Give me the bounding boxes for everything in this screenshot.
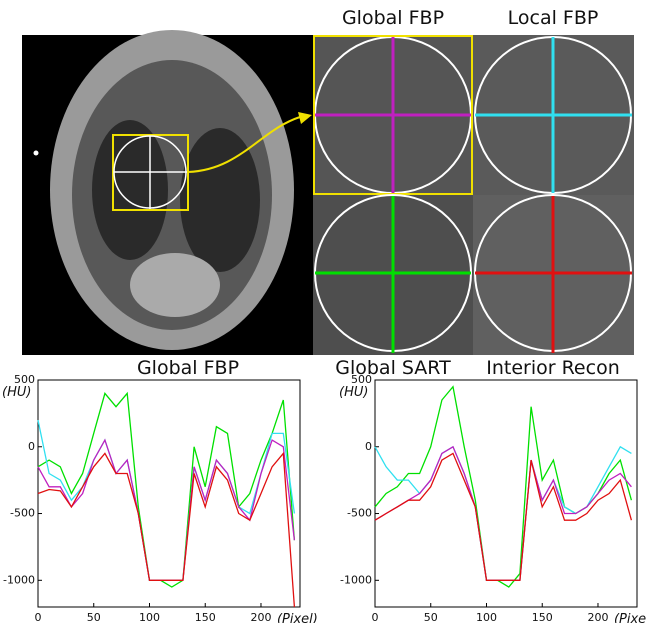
x-axis-label: (Pixel) (614, 612, 646, 623)
y-axis-label: (HU) (2, 385, 31, 400)
y-tick-label: 0 (28, 440, 35, 453)
y-tick-label: -1000 (3, 573, 35, 586)
x-tick-label: 50 (424, 611, 438, 623)
series-line (375, 453, 631, 580)
panel-label: Interior Recon (486, 357, 620, 379)
y-tick-label: -1000 (340, 573, 372, 586)
panel-interior-recon (473, 195, 634, 355)
y-tick-label: 0 (365, 440, 372, 453)
x-tick-label: 200 (587, 611, 608, 623)
figure: Global FBP Local FBP Global FBP Global S… (0, 0, 646, 623)
x-tick-label: 100 (476, 611, 497, 623)
panel-label: Global FBP (342, 7, 444, 29)
page: {"images": {"labels": ["Global FBP", "Lo… (0, 0, 646, 623)
series-line (375, 447, 631, 581)
y-tick-label: -500 (347, 507, 372, 520)
series-line (38, 440, 294, 580)
y-axis-label: (HU) (339, 385, 368, 400)
x-tick-label: 100 (139, 611, 160, 623)
ct-image (22, 30, 313, 355)
x-axis-label: (Pixel) (277, 612, 318, 623)
x-tick-label: 0 (35, 611, 42, 623)
panel-label: Global FBP (137, 357, 239, 379)
panel-global-fbp (313, 35, 473, 195)
x-tick-label: 50 (87, 611, 101, 623)
x-tick-label: 0 (372, 611, 379, 623)
x-tick-label: 200 (250, 611, 271, 623)
x-tick-label: 150 (195, 611, 216, 623)
x-tick-label: 150 (532, 611, 553, 623)
panel-local-fbp (473, 35, 634, 195)
panel-label: Local FBP (508, 7, 599, 29)
series-line (375, 447, 631, 581)
y-tick-label: -500 (10, 507, 35, 520)
panel-global-sart (313, 195, 473, 355)
